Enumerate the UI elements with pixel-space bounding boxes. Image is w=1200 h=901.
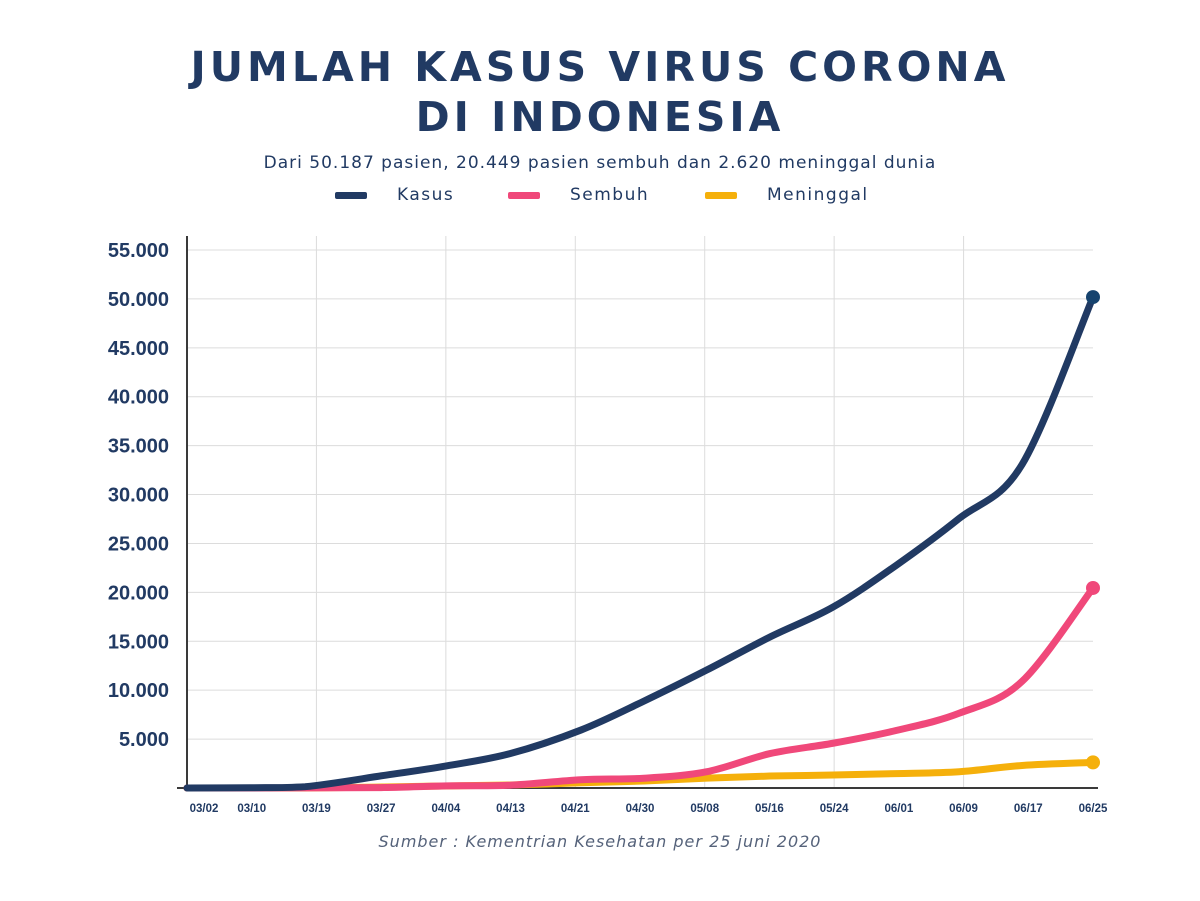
- x-tick-label: 03/27: [367, 803, 396, 815]
- x-tick-label: 04/04: [431, 803, 460, 815]
- legend-label-kasus: Kasus: [397, 185, 455, 205]
- y-tick-label: 50.000: [108, 289, 169, 311]
- y-tick-label: 20.000: [108, 582, 169, 604]
- legend-item-meninggal: Meninggal: [705, 182, 869, 208]
- x-tick-label: 06/25: [1079, 803, 1108, 815]
- y-tick-label: 10.000: [108, 680, 169, 702]
- source-note: Sumber : Kementrian Kesehatan per 25 jun…: [378, 832, 822, 851]
- chart-title: JUMLAH KASUS VIRUS CORONA DI INDONESIA: [0, 42, 1200, 142]
- legend-label-meninggal: Meninggal: [767, 185, 869, 205]
- x-tick-label: 04/13: [496, 803, 525, 815]
- x-tick-label: 04/21: [561, 803, 590, 815]
- x-tick-label: 05/24: [820, 803, 849, 815]
- series-endpoint-sembuh: [1086, 580, 1100, 595]
- y-tick-label: 25.000: [108, 533, 169, 555]
- chart-subtitle: Dari 50.187 pasien, 20.449 pasien sembuh…: [263, 153, 937, 173]
- series-line-kasus: [183, 293, 1097, 792]
- series-endpoint-meninggal: [1086, 755, 1100, 770]
- y-tick-label: 35.000: [108, 436, 169, 458]
- y-tick-label: 5.000: [119, 729, 169, 751]
- x-tick-label: 06/01: [884, 803, 913, 815]
- x-tick-label: 06/17: [1014, 803, 1043, 815]
- legend-item-sembuh: Sembuh: [508, 182, 649, 208]
- chart-title-line-1: JUMLAH KASUS VIRUS CORONA: [190, 43, 1010, 91]
- x-tick-label: 05/16: [755, 803, 784, 815]
- x-tick-label: 03/02: [190, 803, 219, 815]
- x-tick-label: 03/10: [237, 803, 266, 815]
- x-tick-label: 05/08: [690, 803, 719, 815]
- legend-item-kasus: Kasus: [335, 182, 454, 208]
- legend-swatch-kasus: [335, 191, 367, 199]
- chart-title-line-2: DI INDONESIA: [415, 93, 785, 141]
- series-line-sembuh: [183, 584, 1097, 792]
- x-tick-label: 03/19: [302, 803, 331, 815]
- legend-swatch-sembuh: [508, 191, 540, 199]
- legend-label-sembuh: Sembuh: [570, 185, 650, 205]
- series-endpoint-kasus: [1086, 290, 1100, 305]
- y-tick-label: 15.000: [108, 631, 169, 653]
- y-tick-label: 30.000: [108, 485, 169, 507]
- y-tick-label: 55.000: [108, 240, 169, 262]
- x-tick-label: 06/09: [949, 803, 978, 815]
- x-tick-label: 04/30: [626, 803, 655, 815]
- legend-swatch-meninggal: [705, 191, 737, 199]
- legend: Kasus Sembuh Meninggal: [0, 182, 1200, 208]
- y-tick-label: 40.000: [108, 387, 169, 409]
- y-tick-label: 45.000: [108, 338, 169, 360]
